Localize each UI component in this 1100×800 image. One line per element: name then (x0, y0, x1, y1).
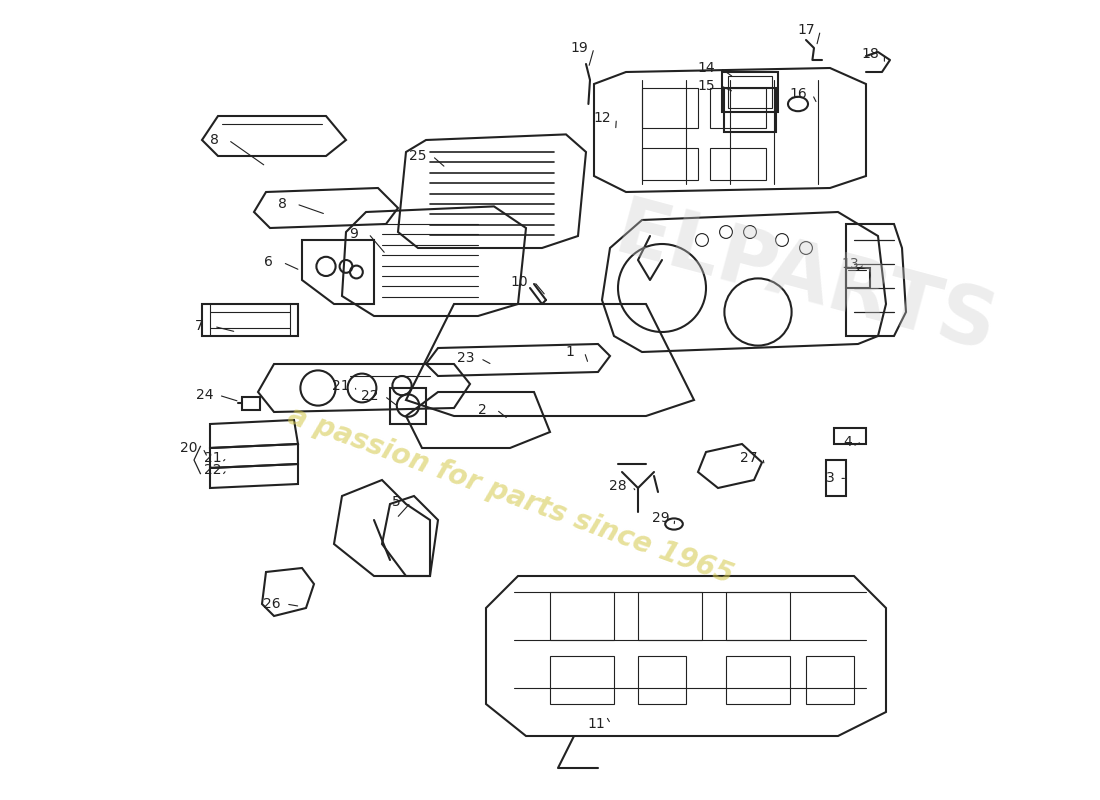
Text: 22: 22 (361, 389, 378, 403)
Bar (710, 148, 766, 180)
Text: 4: 4 (844, 434, 852, 449)
Bar (642, 148, 698, 180)
Bar (550, 656, 614, 704)
Text: 7: 7 (195, 319, 204, 334)
Bar (726, 656, 790, 704)
Text: 21: 21 (331, 378, 349, 393)
Bar (550, 592, 614, 640)
Text: 8: 8 (277, 197, 286, 211)
Text: 25: 25 (409, 149, 427, 163)
Text: 1: 1 (565, 345, 574, 359)
Text: 29: 29 (651, 511, 669, 526)
Bar (642, 88, 698, 128)
Bar (846, 268, 870, 288)
Text: 16: 16 (789, 87, 807, 102)
Text: 11: 11 (587, 717, 605, 731)
Text: 20: 20 (179, 441, 197, 455)
Text: 8: 8 (210, 133, 219, 147)
Text: 3: 3 (826, 471, 835, 486)
Text: a passion for parts since 1965: a passion for parts since 1965 (284, 402, 737, 590)
Text: 15: 15 (697, 78, 715, 93)
Bar (727, 76, 772, 108)
Text: 24: 24 (196, 388, 213, 402)
Bar (726, 592, 790, 640)
Bar (725, 88, 775, 132)
Text: 23: 23 (458, 351, 475, 366)
Text: 17: 17 (798, 23, 815, 38)
Bar (638, 656, 686, 704)
Bar (806, 656, 854, 704)
Bar (638, 592, 702, 640)
Text: 14: 14 (697, 61, 715, 75)
Bar (242, 397, 260, 410)
Text: 21: 21 (204, 450, 221, 465)
Text: 5: 5 (392, 495, 400, 510)
Text: 18: 18 (861, 47, 879, 62)
Text: 10: 10 (510, 274, 528, 289)
Text: 6: 6 (264, 255, 273, 270)
Text: 22: 22 (204, 462, 221, 477)
Text: 9: 9 (350, 226, 359, 241)
Text: 2: 2 (477, 402, 486, 417)
Bar (710, 88, 766, 128)
Text: 28: 28 (609, 479, 627, 494)
Bar (722, 72, 778, 112)
Text: 13: 13 (842, 257, 859, 271)
Text: ELPARTS: ELPARTS (607, 192, 1005, 368)
Text: 12: 12 (593, 111, 611, 126)
Text: 19: 19 (571, 41, 588, 55)
Bar (390, 388, 426, 424)
Text: 26: 26 (263, 597, 280, 611)
Text: 27: 27 (739, 450, 757, 465)
